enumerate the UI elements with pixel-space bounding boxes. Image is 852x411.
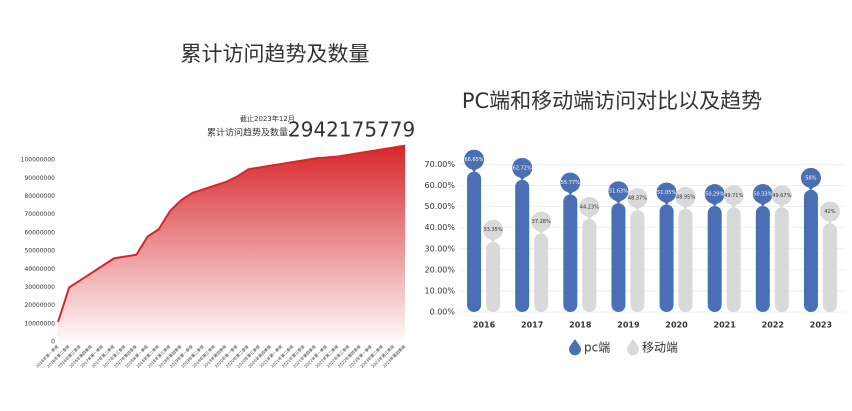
value-label: 51.05%: [657, 190, 676, 196]
bar: [678, 208, 693, 312]
value-label: 48.37%: [628, 196, 647, 202]
y-tick-label: 70000000: [24, 211, 55, 218]
value-label: 58%: [805, 175, 816, 181]
label-balloon: [512, 157, 533, 178]
chart-title: PC端和移动端访问对比以及趋势: [462, 89, 762, 113]
x-tick-label: 2018: [569, 321, 592, 330]
value-label: 33.35%: [484, 227, 503, 233]
x-tick-label: 2020: [665, 321, 688, 330]
bar: [467, 171, 482, 312]
y-tick-label: 10.00%: [424, 286, 455, 295]
x-tick-label: 2021: [714, 321, 737, 330]
annotation: 截止2023年12月: [240, 114, 295, 123]
label-balloon: [560, 172, 581, 193]
value-label: 66.65%: [465, 157, 484, 163]
value-label: 50.29%: [705, 192, 724, 198]
value-label: 50.33%: [753, 191, 772, 197]
y-tick-label: 80000000: [24, 193, 55, 200]
chart-title: 累计访问趋势及数量: [181, 42, 370, 66]
y-tick-label: 0: [51, 339, 55, 346]
bar: [534, 233, 549, 312]
bar: [515, 179, 530, 312]
value-label: 49.71%: [724, 193, 743, 199]
x-tick-label: 2023: [810, 321, 832, 330]
value-label: 51.63%: [609, 189, 628, 195]
x-tick-label: 2017: [521, 321, 543, 330]
label-balloon: [579, 196, 600, 217]
bar: [803, 189, 818, 312]
label-balloon: [464, 149, 485, 170]
y-tick-label: 60.00%: [424, 181, 455, 190]
label-balloon: [656, 182, 677, 203]
y-tick-label: 90000000: [24, 175, 55, 182]
label-balloon: [483, 219, 504, 240]
annotation: 累计访问趋势及数量:: [207, 127, 291, 139]
bar: [563, 194, 578, 312]
y-tick-label: 20000000: [24, 302, 55, 309]
value-label: 62.72%: [513, 165, 532, 171]
bar: [774, 207, 789, 312]
label-balloon: [723, 185, 744, 206]
label-balloon: [675, 186, 696, 207]
x-tick-label: 2022: [762, 321, 784, 330]
x-tick-label: 2016: [473, 321, 496, 330]
legend-icon: [627, 339, 639, 356]
x-tick-label: 2019: [617, 321, 640, 330]
value-label: 37.28%: [532, 219, 551, 225]
y-tick-label: 60000000: [24, 229, 55, 236]
y-tick-label: 50000000: [24, 248, 55, 255]
label-balloon: [752, 183, 773, 204]
label-balloon: [608, 181, 629, 202]
bar: [726, 207, 741, 312]
label-balloon: [627, 188, 648, 209]
label-balloon: [819, 201, 840, 222]
total-value: 2942175779: [288, 118, 415, 142]
bar: [755, 205, 770, 312]
y-tick-label: 30.00%: [424, 244, 455, 253]
value-label: 48.95%: [676, 194, 695, 200]
bar: [486, 241, 501, 312]
legend-label: 移动端: [642, 341, 678, 355]
y-tick-label: 0.00%: [430, 308, 456, 317]
y-tick-label: 30000000: [24, 284, 55, 291]
bar: [630, 210, 645, 312]
bar: [822, 223, 837, 312]
label-balloon: [704, 184, 725, 205]
value-label: 49.67%: [772, 193, 791, 199]
y-tick-label: 40000000: [24, 266, 55, 273]
bar: [611, 203, 626, 312]
label-balloon: [531, 211, 552, 232]
value-label: 44.23%: [580, 204, 599, 210]
label-balloon: [771, 185, 792, 206]
area: [58, 145, 405, 342]
line: [57, 144, 406, 323]
y-tick-label: 70.00%: [424, 160, 455, 169]
value-label: 42%: [824, 209, 835, 215]
value-label: 55.77%: [561, 180, 580, 186]
y-tick-label: 40.00%: [424, 223, 455, 232]
legend-icon: [569, 339, 581, 356]
label-balloon: [800, 167, 821, 188]
bar: [582, 218, 597, 312]
y-tick-label: 20.00%: [424, 265, 455, 274]
y-tick-label: 50.00%: [424, 202, 455, 211]
bar: [707, 206, 722, 312]
legend-label: pc端: [584, 341, 610, 355]
y-tick-label: 100000000: [21, 157, 56, 164]
bar: [659, 204, 674, 312]
y-tick-label: 10000000: [24, 320, 55, 327]
